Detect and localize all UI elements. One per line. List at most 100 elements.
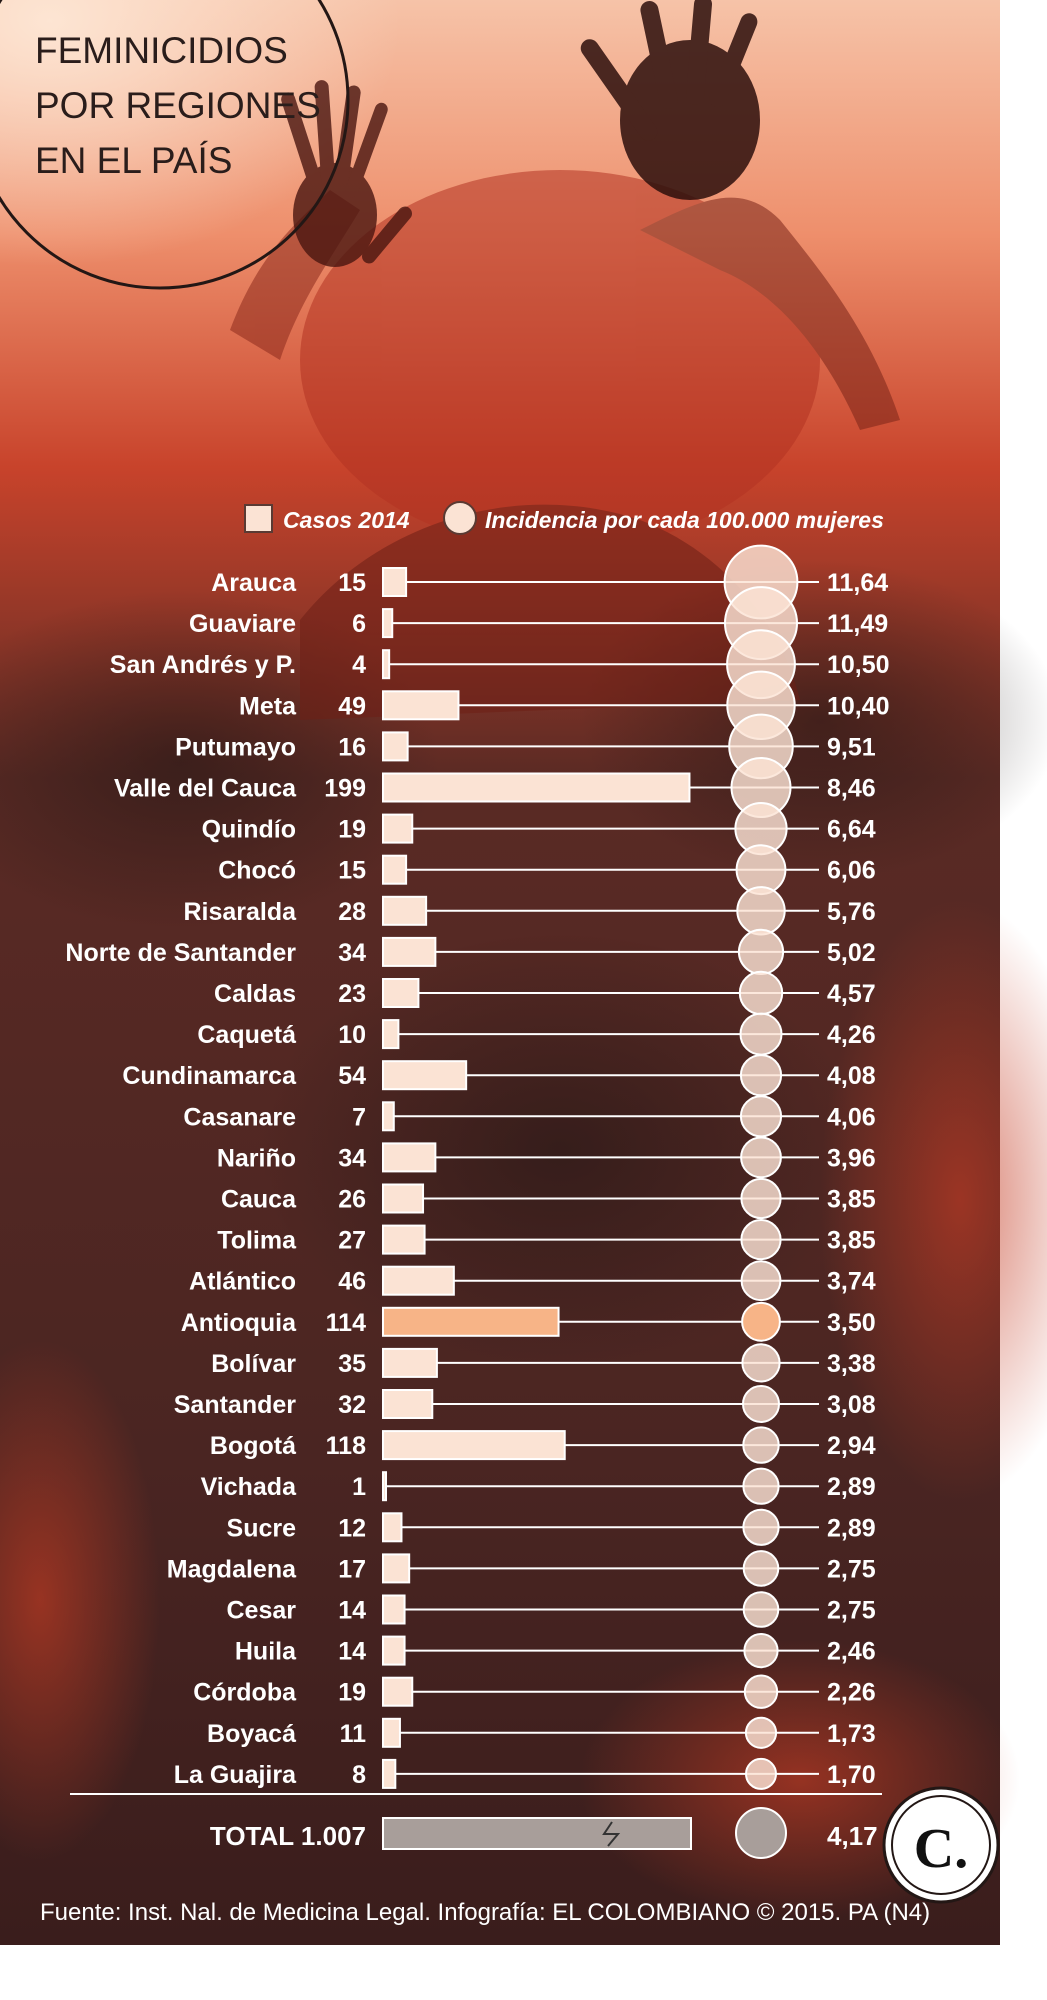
hand-left-icon	[281, 80, 412, 267]
title-line: FEMINICIDIOS	[35, 30, 288, 71]
incidence-value-label: 4,57	[827, 980, 876, 1008]
case-bar	[382, 1471, 387, 1502]
case-bar	[382, 1635, 406, 1666]
case-bar	[382, 731, 409, 762]
incidence-value-label: 9,51	[827, 733, 876, 761]
region-label: Nariño	[217, 1144, 296, 1172]
region-label: Santander	[174, 1391, 297, 1419]
incidence-value-label: 4,08	[827, 1062, 876, 1090]
incidence-value-label: 11,49	[827, 610, 888, 638]
axis-break-icon	[602, 1821, 621, 1847]
hand-right-icon	[580, 0, 760, 200]
case-value-label: 27	[338, 1227, 366, 1255]
case-value-label: 7	[352, 1103, 366, 1131]
case-bar	[382, 608, 394, 639]
total-incidence-value: 4,17	[827, 1821, 878, 1851]
incidence-value-label: 4,26	[827, 1021, 876, 1049]
region-label: Valle del Cauca	[114, 775, 297, 803]
incidence-value-label: 3,85	[827, 1186, 876, 1214]
region-label: Cesar	[227, 1597, 297, 1625]
incidence-bubble	[744, 1716, 778, 1749]
case-value-label: 34	[338, 939, 366, 967]
case-value-label: 16	[338, 733, 366, 761]
case-value-label: 34	[338, 1144, 366, 1172]
case-bar	[382, 1224, 426, 1255]
region-label: Antioquia	[181, 1309, 297, 1337]
region-label: Tolima	[217, 1227, 297, 1255]
case-bar	[382, 895, 428, 926]
legend-incidence-label: Incidencia por cada 100.000 mujeres	[485, 507, 884, 533]
case-bar	[382, 1512, 403, 1543]
case-bar	[382, 1060, 468, 1091]
case-value-label: 199	[324, 775, 366, 803]
case-bar	[382, 813, 414, 844]
incidence-value-label: 3,50	[827, 1309, 876, 1337]
title-circle	[0, 0, 350, 290]
case-value-label: 15	[338, 569, 366, 597]
chart-rows: Arauca 15 11,64 Guaviare 6 11,49 San Andrés y …	[65, 544, 890, 1790]
case-bar	[382, 1265, 455, 1296]
region-label: Huila	[235, 1638, 297, 1666]
case-bar	[382, 1142, 437, 1173]
case-bar	[382, 690, 460, 721]
incidence-value-label: 3,85	[827, 1227, 876, 1255]
total-label: TOTAL 1.007	[210, 1821, 366, 1851]
case-value-label: 49	[338, 692, 366, 720]
case-value-label: 23	[338, 980, 366, 1008]
case-bar	[382, 649, 391, 680]
incidence-bubble	[740, 1219, 782, 1261]
incidence-value-label: 5,76	[827, 898, 876, 926]
case-bar	[382, 854, 408, 885]
case-bar	[382, 1019, 400, 1050]
incidence-value-label: 3,74	[827, 1268, 876, 1296]
case-bar	[382, 1553, 411, 1584]
region-label: Sucre	[227, 1514, 297, 1542]
incidence-value-label: 2,94	[827, 1432, 876, 1460]
el-colombiano-logo: C.	[882, 1786, 1000, 1904]
case-value-label: 54	[338, 1062, 366, 1090]
incidence-value-label: 2,75	[827, 1597, 876, 1625]
case-value-label: 17	[338, 1555, 366, 1583]
region-label: Chocó	[218, 857, 296, 885]
case-bar	[382, 1430, 566, 1461]
incidence-value-label: 8,46	[827, 775, 876, 803]
case-value-label: 46	[338, 1268, 366, 1296]
case-bar	[382, 936, 437, 967]
region-label: Córdoba	[193, 1679, 297, 1707]
region-label: Quindío	[202, 816, 296, 844]
incidence-bubble	[742, 1467, 780, 1505]
incidence-bubble	[740, 1177, 782, 1220]
incidence-value-label: 1,73	[827, 1720, 876, 1748]
case-bar	[382, 1306, 560, 1337]
source-credit: Fuente: Inst. Nal. de Medicina Legal. In…	[40, 1899, 930, 1926]
case-value-label: 12	[338, 1514, 366, 1542]
incidence-bubble	[737, 928, 785, 976]
incidence-bubble	[740, 1260, 782, 1302]
incidence-value-label: 2,46	[827, 1638, 876, 1666]
region-label: Cauca	[221, 1186, 297, 1214]
case-value-label: 19	[338, 816, 366, 844]
case-value-label: 6	[352, 610, 366, 638]
incidence-value-label: 1,70	[827, 1761, 876, 1789]
region-label: Boyacá	[207, 1720, 296, 1748]
incidence-bubble	[741, 1343, 781, 1383]
incidence-value-label: 6,64	[827, 816, 876, 844]
incidence-bubble	[742, 1385, 780, 1423]
incidence-bubble	[739, 1095, 783, 1138]
incidence-bubble	[742, 1550, 780, 1587]
case-value-label: 28	[338, 898, 366, 926]
region-label: Vichada	[201, 1473, 298, 1501]
incidence-value-label: 2,89	[827, 1514, 876, 1542]
legend-cases-label: Casos 2014	[283, 507, 410, 533]
region-label: Risaralda	[183, 898, 297, 926]
incidence-bubble	[742, 1508, 780, 1546]
incidence-value-label: 3,08	[827, 1391, 876, 1419]
region-label: Arauca	[211, 569, 297, 597]
region-label: San Andrés y P.	[110, 651, 296, 679]
case-value-label: 19	[338, 1679, 366, 1707]
case-bar	[382, 1717, 401, 1748]
total-incidence-dot	[735, 1807, 787, 1859]
region-label: Casanare	[183, 1103, 296, 1131]
region-label: Norte de Santander	[65, 939, 296, 967]
